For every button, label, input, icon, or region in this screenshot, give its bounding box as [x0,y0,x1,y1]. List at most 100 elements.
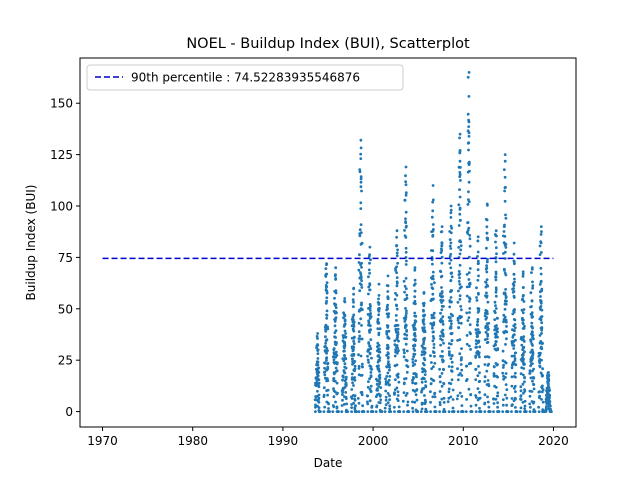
data-point [422,363,426,367]
data-point [467,271,471,274]
data-point [404,324,408,327]
data-point [322,386,326,390]
data-point [474,403,478,407]
data-point [458,212,462,216]
data-point [539,299,543,303]
data-point [495,348,498,352]
data-point [343,346,346,350]
data-point [512,241,516,245]
data-point [531,284,535,288]
data-point [504,295,508,299]
data-point [359,207,363,211]
data-point [396,394,400,397]
data-point [324,344,327,348]
data-point [512,290,516,293]
data-point [459,179,462,182]
data-point [431,223,435,226]
data-point [468,311,471,314]
data-point [332,377,335,380]
data-point [371,410,375,413]
data-point [485,369,489,373]
data-point [343,323,346,327]
data-point [440,384,444,388]
data-point [422,347,426,350]
data-point [357,261,361,264]
data-point [350,372,354,376]
data-point [449,289,453,292]
data-point [422,323,426,326]
data-point [459,363,463,366]
data-point [467,190,470,194]
data-point [478,406,481,410]
data-point [413,299,417,303]
data-point [404,191,408,195]
data-point [358,253,361,257]
data-point [465,334,469,337]
data-point [485,294,489,298]
data-point [483,375,487,379]
data-point [386,307,389,311]
data-point [458,171,462,174]
data-point [352,368,356,372]
data-point [504,372,508,375]
data-point [352,401,355,405]
data-point [512,318,516,321]
data-point [458,159,462,163]
data-point [361,404,364,408]
data-point [474,328,478,331]
data-point [359,263,362,267]
data-point [431,234,435,238]
data-point [539,305,543,308]
data-point [431,277,435,281]
data-point [423,401,426,405]
data-point [432,346,436,349]
data-point [512,287,515,290]
data-point [485,291,488,295]
data-point [393,393,396,396]
data-point [449,252,453,256]
data-point [377,307,381,310]
data-point [343,354,346,357]
data-point [523,399,527,403]
data-point [504,343,507,346]
data-point [369,371,373,374]
data-point [512,347,516,350]
data-point [388,368,391,372]
data-point [350,410,353,413]
data-point [441,331,444,335]
data-point [378,356,382,359]
data-point [528,369,532,373]
data-point [406,400,410,404]
data-point [386,381,390,384]
data-point [324,301,328,305]
data-point [405,333,409,337]
data-point [467,226,471,230]
data-point [384,377,387,381]
data-point [343,318,347,322]
data-point [456,300,460,304]
data-point [368,345,372,348]
data-point [440,338,444,342]
data-point [433,405,437,409]
data-point [395,386,399,390]
data-point [411,410,415,413]
data-point [361,308,364,311]
data-point [456,378,460,382]
data-point [514,338,517,342]
data-point [377,350,381,354]
data-point [366,313,370,316]
data-point [466,75,470,79]
data-point [476,250,480,254]
data-point [440,317,443,321]
data-point [430,367,433,370]
data-point [530,271,533,274]
data-point [503,393,507,397]
data-point [521,382,525,386]
data-point [502,363,505,367]
data-point [538,334,542,337]
data-point [484,330,488,334]
data-point [529,405,532,409]
data-point [465,285,469,289]
data-point [540,308,544,312]
data-point [539,266,543,270]
